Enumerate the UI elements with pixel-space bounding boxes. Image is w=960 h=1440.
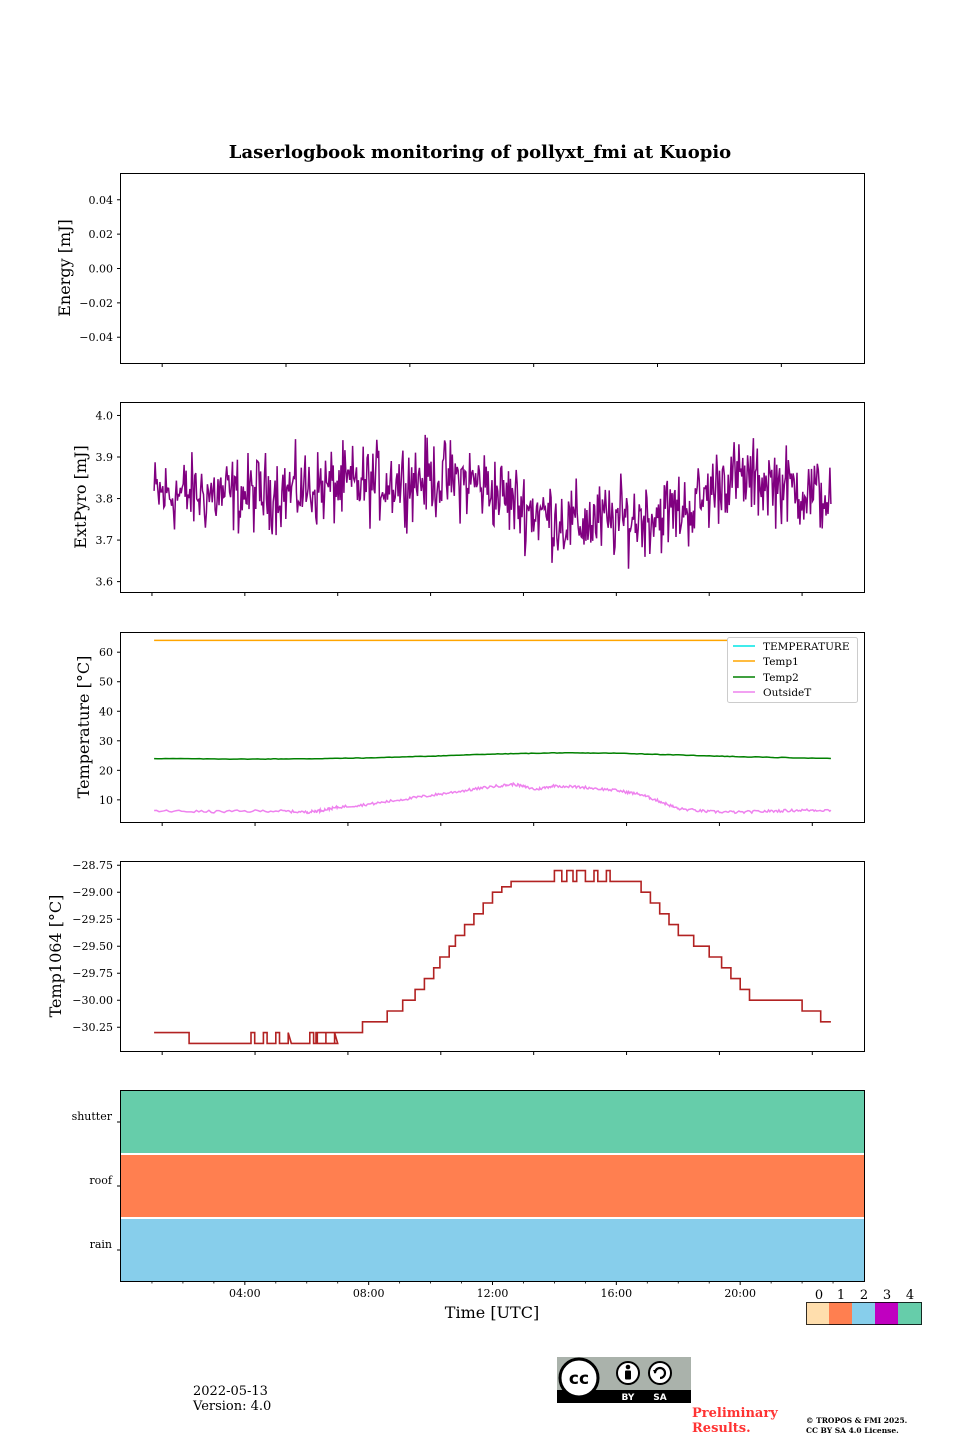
legend-label-temperature: TEMPERATURE [763, 641, 850, 653]
footer-version: Version: 4.0 [193, 1399, 272, 1414]
status-row-rain [121, 1219, 864, 1281]
status-label-shutter: shutter [72, 1110, 113, 1123]
ytick-label: −29.25 [72, 913, 113, 926]
sharealike-icon [648, 1361, 672, 1385]
legend-label-temp1: Temp1 [763, 656, 799, 668]
energy-panel: 0.04 0.02 0.00 −0.02 −0.04 Energy [mJ] [55, 173, 865, 367]
colorbar-tick-1: 1 [837, 1288, 845, 1303]
ytick-label: 0.04 [89, 194, 114, 207]
temp1064-ylabel: Temp1064 [°C] [46, 895, 65, 1018]
legend-label-outsideT: OutsideT [763, 687, 811, 699]
ytick-label: 3.8 [96, 493, 114, 506]
ytick-label: 30 [99, 735, 113, 748]
colorbar-cell-3 [875, 1302, 898, 1325]
copyright-line-1: © TROPOS & FMI 2025. [806, 1416, 908, 1425]
cc-logo-text: cc [569, 1369, 589, 1389]
ytick-label: 60 [99, 646, 113, 659]
temp1064-axes-frame [120, 861, 865, 1052]
footer-date: 2022-05-13 [193, 1384, 268, 1399]
extpyro-series-line [153, 434, 832, 569]
energy-xticks [161, 363, 782, 367]
energy-ylabel: Energy [mJ] [55, 219, 74, 317]
ytick-label: 10 [99, 794, 113, 807]
cc-by-label: BY [622, 1393, 635, 1403]
status-row-roof [121, 1155, 864, 1217]
ytick-label: −29.00 [72, 886, 113, 899]
extpyro-xticks [151, 592, 803, 596]
temp1064-series-line [154, 869, 831, 1045]
preliminary-results-note: Preliminary Results. [692, 1406, 778, 1436]
temp1064-panel: −28.75 −29.00 −29.25 −29.50 −29.75 −30.00 −30.… [46, 859, 865, 1055]
xtick-label: 04:00 [229, 1287, 261, 1300]
temperature-xticks [161, 822, 813, 826]
extpyro-ylabel: ExtPyro [mJ] [71, 445, 90, 548]
colorbar-tick-2: 2 [860, 1288, 868, 1303]
temperature-axes-frame [120, 632, 865, 823]
legend-label-temp2: Temp2 [763, 672, 799, 684]
outsideT-series-line [154, 781, 832, 815]
temp1064-yticks: −28.75 −29.00 −29.25 −29.50 −29.75 −30.00 −30.… [72, 859, 121, 1034]
status-xticks: 04:00 08:00 12:00 16:00 20:00 [151, 1281, 834, 1300]
copyright-line-2: CC BY SA 4.0 License. [806, 1426, 899, 1435]
ytick-label: 20 [99, 764, 113, 777]
extpyro-axes-frame [120, 402, 865, 593]
colorbar-cell-1 [829, 1302, 852, 1325]
colorbar-cell-0 [806, 1302, 829, 1325]
cc-by-sa-badge: cc BY SA [557, 1357, 691, 1403]
temperature-yticks: 10 20 30 40 50 60 [99, 646, 121, 807]
extpyro-panel: 3.6 3.7 3.8 3.9 4.0 ExtPyro [mJ] [71, 402, 865, 596]
status-label-rain: rain [90, 1238, 112, 1251]
ytick-label: −29.75 [72, 967, 113, 980]
colorbar-tick-0: 0 [815, 1288, 823, 1303]
colorbar-frame [806, 1302, 922, 1325]
xaxis-label: Time [UTC] [445, 1303, 539, 1322]
cc-logo-icon [558, 1357, 600, 1399]
ytick-label: 3.9 [96, 451, 114, 464]
temp2-series-line [154, 751, 831, 761]
ytick-label: −29.50 [72, 940, 113, 953]
ytick-label: 4.0 [96, 409, 114, 422]
colorbar-tick-4: 4 [906, 1288, 914, 1303]
xtick-label: 16:00 [600, 1287, 632, 1300]
temperature-panel: 10 20 30 40 50 60 TEMPERATURE Temp1 Temp2 Out… [74, 632, 865, 826]
ytick-label: 0.02 [89, 228, 114, 241]
temp1064-xticks [161, 1051, 813, 1055]
ytick-label: −30.00 [72, 994, 113, 1007]
chart-title: Laserlogbook monitoring of pollyxt_fmi a… [229, 142, 731, 163]
colorbar-cell-4 [898, 1302, 922, 1325]
ytick-label: 40 [99, 705, 113, 718]
ytick-label: 0.00 [89, 263, 114, 276]
ytick-label: −0.02 [79, 297, 113, 310]
colorbar-tick-3: 3 [883, 1288, 891, 1303]
status-row-shutter [121, 1091, 864, 1153]
energy-yticks: 0.04 0.02 0.00 −0.02 −0.04 [79, 194, 121, 344]
colorbar-cell-2 [852, 1302, 875, 1325]
extpyro-yticks: 3.6 3.7 3.8 3.9 4.0 [96, 409, 121, 589]
xtick-label: 20:00 [724, 1287, 756, 1300]
ytick-label: 3.7 [96, 534, 114, 547]
legend-frame [727, 637, 858, 703]
ytick-label: −30.25 [72, 1021, 113, 1034]
ytick-label: 3.6 [96, 576, 114, 589]
copyright-notice: © TROPOS & FMI 2025. CC BY SA 4.0 Licens… [806, 1416, 907, 1436]
ytick-label: 50 [99, 676, 113, 689]
cc-sa-label: SA [653, 1393, 666, 1403]
status-label-roof: roof [89, 1174, 113, 1187]
xtick-label: 08:00 [353, 1287, 385, 1300]
status-colorbar: 0 1 2 3 4 [806, 1288, 922, 1325]
temperature-ylabel: Temperature [°C] [74, 656, 93, 799]
energy-axes-frame [120, 173, 865, 364]
status-panel: shutter roof rain 04:00 08:00 12:00 16:00 20… [72, 1090, 865, 1322]
xtick-label: 12:00 [477, 1287, 509, 1300]
ytick-label: −28.75 [72, 859, 113, 872]
ytick-label: −0.04 [79, 331, 113, 344]
temperature-legend: TEMPERATURE Temp1 Temp2 OutsideT [727, 637, 858, 703]
